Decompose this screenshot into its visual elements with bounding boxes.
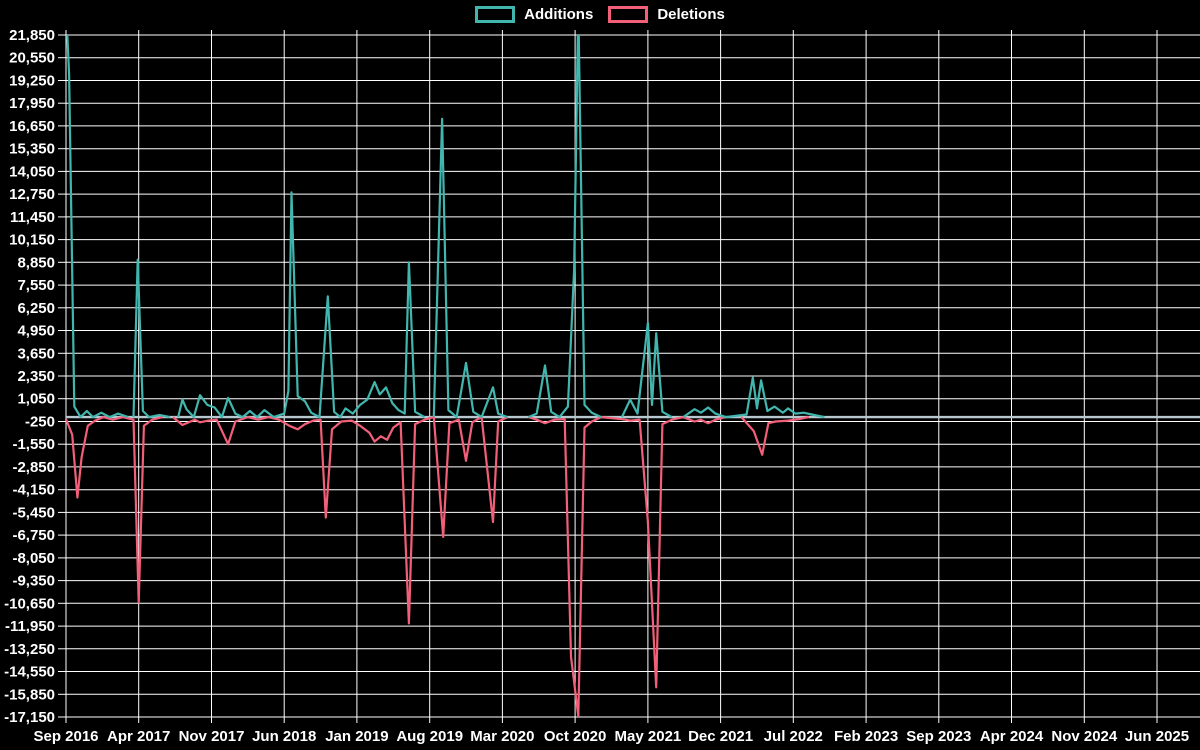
y-tick-label: 2,350 <box>17 368 55 385</box>
y-tick-label: 8,850 <box>17 254 55 271</box>
y-tick-label: -14,550 <box>4 664 55 681</box>
y-tick-label: -15,850 <box>4 686 55 703</box>
legend-label-deletions: Deletions <box>657 6 725 23</box>
x-tick-label: Oct 2020 <box>544 728 607 745</box>
y-tick-label: 4,950 <box>17 323 55 340</box>
y-tick-label: 12,750 <box>9 186 55 203</box>
legend-label-additions: Additions <box>524 6 594 23</box>
y-tick-label: 16,650 <box>9 118 55 135</box>
y-tick-label: 19,250 <box>9 73 55 90</box>
y-tick-label: 11,450 <box>10 209 55 226</box>
x-tick-label: Jul 2022 <box>764 728 823 745</box>
y-tick-label: 15,350 <box>9 141 55 158</box>
y-tick-label: -8,050 <box>12 550 55 567</box>
y-tick-label: -4,150 <box>12 482 55 499</box>
y-tick-label: 7,550 <box>17 277 55 294</box>
legend-item-deletions[interactable]: Deletions <box>608 6 725 23</box>
x-tick-label: Apr 2017 <box>107 728 170 745</box>
x-tick-label: Feb 2023 <box>834 728 898 745</box>
chart-legend: Additions Deletions <box>0 6 1200 23</box>
x-tick-label: Dec 2021 <box>688 728 753 745</box>
x-tick-label: Jan 2019 <box>325 728 388 745</box>
y-tick-label: -2,850 <box>12 459 55 476</box>
y-tick-label: 17,950 <box>9 95 55 112</box>
y-tick-label: 6,250 <box>17 300 55 317</box>
y-tick-label: -11,950 <box>5 618 55 635</box>
additions-swatch-icon <box>475 6 516 23</box>
x-tick-label: Apr 2024 <box>980 728 1044 745</box>
x-tick-label: Nov 2017 <box>179 728 245 745</box>
x-tick-label: Jun 2025 <box>1125 728 1189 745</box>
x-tick-label: Aug 2019 <box>396 728 463 745</box>
x-tick-label: Jun 2018 <box>252 728 316 745</box>
y-tick-label: -17,150 <box>4 709 55 726</box>
y-tick-label: -1,550 <box>12 436 55 453</box>
x-tick-label: Nov 2024 <box>1051 728 1118 745</box>
y-tick-label: -5,450 <box>12 504 55 521</box>
y-tick-label: 20,550 <box>9 50 55 67</box>
x-grid-and-labels: Sep 2016 Apr 2017 Nov 2017 Jun 2018 Jan 2019… <box>33 30 1189 745</box>
y-tick-label: -6,750 <box>12 527 55 544</box>
deletions-swatch-icon <box>608 6 649 23</box>
y-tick-label: 21,850 <box>9 27 55 44</box>
y-tick-label: -250 <box>25 414 55 431</box>
x-tick-label: May 2021 <box>615 728 682 745</box>
x-tick-label: Sep 2016 <box>33 728 98 745</box>
y-tick-label: -13,250 <box>4 641 55 658</box>
x-tick-label: Sep 2023 <box>906 728 971 745</box>
y-tick-label: -9,350 <box>12 573 55 590</box>
y-tick-label: 14,050 <box>9 163 55 180</box>
y-tick-label: 3,650 <box>17 345 55 362</box>
y-tick-label: -10,650 <box>4 595 55 612</box>
legend-item-additions[interactable]: Additions <box>475 6 593 23</box>
x-tick-label: Mar 2020 <box>470 728 534 745</box>
y-tick-label: 10,150 <box>9 232 55 249</box>
y-tick-label: 1,050 <box>17 391 55 408</box>
